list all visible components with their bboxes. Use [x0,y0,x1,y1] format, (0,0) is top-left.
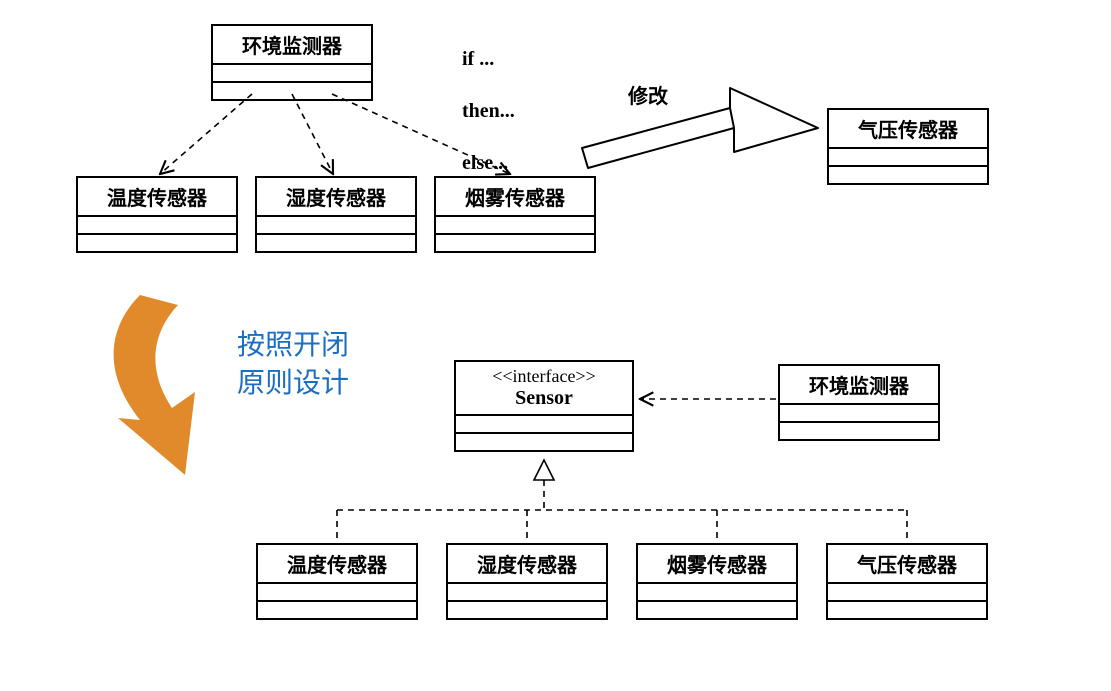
top-humidity-box: 湿度传感器 [255,176,417,253]
uml-compartment [828,602,986,618]
uml-compartment [828,584,986,602]
principle-line-0: 按照开闭 [237,329,349,360]
principle-text: 按照开闭原则设计 [237,326,349,402]
code-line-1: then... [462,100,515,122]
bottom-pressure-label: 气压传感器 [828,545,986,584]
bottom-interface-box: <<interface>> Sensor [454,360,634,452]
top-pressure-label: 气压传感器 [829,110,987,149]
uml-compartment [448,602,606,618]
uml-compartment [258,584,416,602]
interface-stereotype: <<interface>> [462,366,626,387]
uml-compartment [436,235,594,251]
bottom-humidity-box: 湿度传感器 [446,543,608,620]
code-line-0: if ... [462,48,494,70]
uml-compartment [258,602,416,618]
dep-monitor-temp [160,94,252,174]
uml-compartment [78,217,236,235]
bottom-temp-box: 温度传感器 [256,543,418,620]
uml-compartment [456,416,632,434]
top-humidity-label: 湿度传感器 [257,178,415,217]
bottom-pressure-box: 气压传感器 [826,543,988,620]
top-temp-label: 温度传感器 [78,178,236,217]
uml-compartment [436,217,594,235]
bottom-monitor-label: 环境监测器 [780,366,938,405]
uml-compartment [780,423,938,439]
top-monitor-box: 环境监测器 [211,24,373,101]
principle-line-1: 原则设计 [237,367,349,398]
modify-arrow-icon [582,88,818,168]
bottom-smoke-box: 烟雾传感器 [636,543,798,620]
top-pressure-box: 气压传感器 [827,108,989,185]
bottom-monitor-box: 环境监测器 [778,364,940,441]
code-line-2: else... [462,152,508,174]
uml-compartment [213,65,371,83]
top-temp-box: 温度传感器 [76,176,238,253]
uml-compartment [829,149,987,167]
uml-compartment [257,235,415,251]
transition-arrow-icon [114,295,195,475]
uml-compartment [780,405,938,423]
bottom-temp-label: 温度传感器 [258,545,416,584]
uml-compartment [78,235,236,251]
pseudo-code-text: if ... then... else... [442,20,515,202]
bottom-smoke-label: 烟雾传感器 [638,545,796,584]
bottom-humidity-label: 湿度传感器 [448,545,606,584]
bottom-interface-title: <<interface>> Sensor [456,362,632,416]
uml-compartment [257,217,415,235]
modify-arrow-label: 修改 [628,80,668,109]
uml-compartment [638,602,796,618]
uml-compartment [213,83,371,99]
dep-monitor-humidity [292,94,333,174]
uml-compartment [638,584,796,602]
uml-compartment [456,434,632,450]
realization-tree [337,460,907,541]
interface-name: Sensor [515,387,573,409]
top-monitor-label: 环境监测器 [213,26,371,65]
diagram-stage: 环境监测器 温度传感器 湿度传感器 烟雾传感器 气压传感器 if ... the… [0,0,1111,691]
uml-compartment [448,584,606,602]
uml-compartment [829,167,987,183]
